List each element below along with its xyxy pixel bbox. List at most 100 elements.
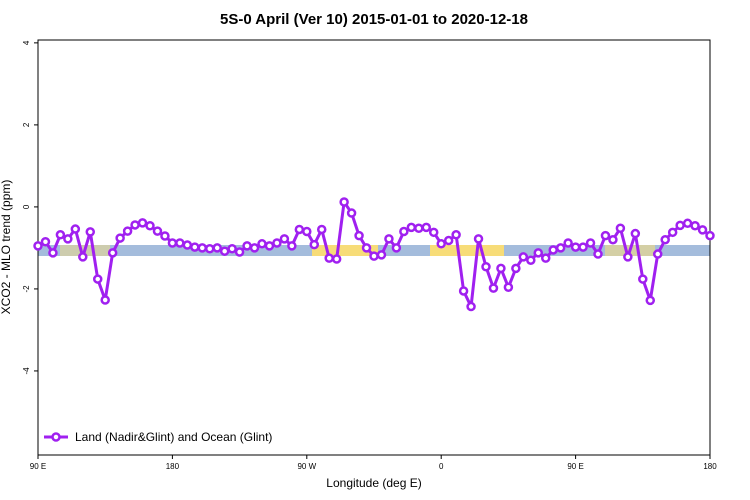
data-point xyxy=(391,243,402,253)
data-point xyxy=(145,221,155,231)
data-point xyxy=(540,253,551,263)
data-point xyxy=(272,238,282,248)
data-point xyxy=(294,224,305,235)
legend-label: Land (Nadir&Glint) and Ocean (Glint) xyxy=(75,430,272,444)
data-point xyxy=(85,227,96,237)
data-point xyxy=(182,240,193,250)
data-point xyxy=(190,242,200,252)
x-tick-label: 90 E xyxy=(567,462,583,471)
data-point xyxy=(443,235,454,246)
data-point xyxy=(279,234,290,244)
data-point xyxy=(309,239,320,250)
data-point xyxy=(92,274,103,284)
data-point xyxy=(48,248,58,258)
y-tick-label: -2 xyxy=(22,285,31,293)
x-tick-label: 90 W xyxy=(297,462,316,471)
data-point xyxy=(526,255,536,265)
data-point xyxy=(160,231,170,241)
data-point xyxy=(593,249,603,259)
data-point xyxy=(316,224,327,235)
data-point xyxy=(204,243,215,254)
data-point xyxy=(331,254,342,264)
data-point xyxy=(585,238,596,248)
data-point xyxy=(287,241,297,251)
data-point xyxy=(481,262,491,272)
data-point xyxy=(421,222,432,233)
data-point xyxy=(705,230,715,241)
y-tick-label: -4 xyxy=(22,367,31,375)
data-point xyxy=(458,286,469,296)
data-point xyxy=(615,223,626,233)
y-axis-label: XCO2 - MLO trend (ppm) xyxy=(0,180,13,315)
data-point xyxy=(675,220,685,231)
data-point xyxy=(638,274,648,284)
y-tick-label: 2 xyxy=(22,122,31,127)
data-point xyxy=(600,230,611,241)
data-point xyxy=(555,243,566,253)
data-point xyxy=(428,227,439,238)
data-point xyxy=(242,241,252,251)
data-point xyxy=(78,252,88,262)
data-point xyxy=(324,253,334,263)
data-point xyxy=(697,225,708,235)
data-point xyxy=(436,239,446,249)
y-tick-label: 4 xyxy=(22,40,31,45)
data-point xyxy=(496,263,506,274)
data-point xyxy=(302,226,312,237)
data-point xyxy=(234,247,245,257)
data-point xyxy=(608,234,618,245)
data-point xyxy=(406,222,417,233)
legend-marker xyxy=(51,432,61,442)
data-point xyxy=(175,238,185,248)
data-point xyxy=(227,243,237,254)
data-point xyxy=(100,295,110,305)
data-point xyxy=(369,251,379,261)
data-point xyxy=(518,252,529,262)
data-point xyxy=(107,248,118,258)
data-point xyxy=(40,237,51,247)
data-point xyxy=(503,282,514,293)
data-point xyxy=(548,245,558,255)
chart-title: 5S-0 April (Ver 10) 2015-01-01 to 2020-1… xyxy=(220,11,528,28)
land-band xyxy=(312,245,378,256)
data-point xyxy=(578,242,588,252)
data-point xyxy=(115,233,125,243)
data-point xyxy=(667,227,678,238)
data-point xyxy=(122,226,133,236)
data-point xyxy=(682,218,693,229)
data-point xyxy=(70,224,81,234)
data-point xyxy=(533,248,544,258)
data-point xyxy=(399,226,409,237)
data-point xyxy=(257,239,267,249)
data-point xyxy=(63,234,73,244)
data-point xyxy=(652,249,663,259)
data-point xyxy=(473,234,484,244)
data-point xyxy=(33,241,43,251)
data-point xyxy=(414,223,424,233)
x-axis-label: Longitude (deg E) xyxy=(326,476,421,490)
data-point xyxy=(384,234,394,244)
data-point xyxy=(212,243,222,253)
data-point xyxy=(451,230,461,240)
x-tick-label: 90 E xyxy=(30,462,46,471)
x-tick-label: 0 xyxy=(439,462,444,471)
data-point xyxy=(55,230,66,240)
x-tick-label: 180 xyxy=(703,462,717,471)
data-point xyxy=(354,230,364,241)
land-band xyxy=(430,245,504,256)
data-point xyxy=(167,238,178,248)
data-point xyxy=(511,263,521,274)
data-point xyxy=(488,283,499,293)
data-point xyxy=(376,250,387,260)
data-point xyxy=(660,234,670,245)
data-point xyxy=(563,238,573,248)
data-point xyxy=(346,208,357,218)
data-point xyxy=(570,242,581,252)
x-tick-label: 180 xyxy=(166,462,180,471)
data-point xyxy=(264,241,275,251)
data-point xyxy=(219,246,230,256)
data-point xyxy=(152,226,163,236)
data-point xyxy=(197,243,208,253)
data-point xyxy=(361,243,372,253)
